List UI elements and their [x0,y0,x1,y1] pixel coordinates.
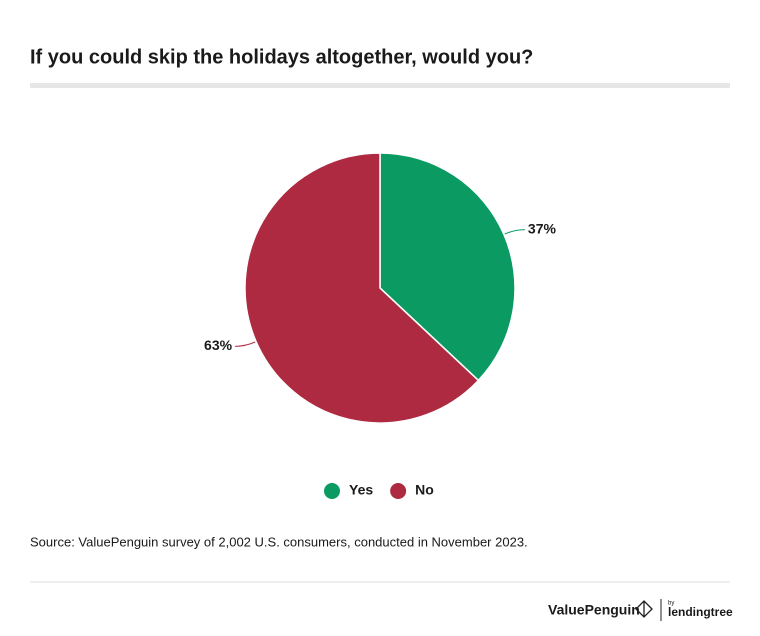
data-label: 37% [528,220,557,236]
brand-by: by [668,601,674,607]
data-label: 63% [204,337,233,353]
legend-label: Yes [349,482,373,498]
title-rule [30,83,730,88]
chart-title: If you could skip the holidays altogethe… [30,46,533,68]
pie-slice [244,152,480,424]
source-note: Source: ValuePenguin survey of 2,002 U.S… [30,534,528,549]
legend-swatch [390,483,407,499]
brand-name: ValuePenguin [548,602,640,618]
leader-line [504,229,525,235]
pie-slice [379,152,516,382]
legend-label: No [415,482,434,498]
leader-line [235,341,256,347]
brand-icon [635,600,653,618]
legend-swatch [324,483,340,499]
partner-name: lendingtree [668,605,733,619]
